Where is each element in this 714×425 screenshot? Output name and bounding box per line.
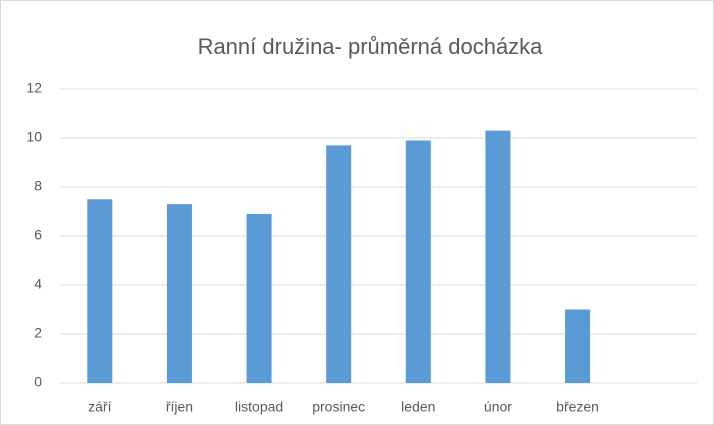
bar — [246, 213, 272, 383]
x-tick-label: říjen — [166, 399, 193, 415]
bar — [166, 204, 192, 383]
x-tick-label: únor — [484, 399, 512, 415]
x-tick-label: září — [88, 399, 111, 415]
y-tick-label: 0 — [34, 374, 42, 390]
bar — [87, 199, 113, 383]
x-tick-label: listopad — [235, 399, 283, 415]
y-tick-label: 2 — [34, 325, 42, 341]
y-tick-label: 6 — [34, 227, 42, 243]
y-tick-label: 10 — [26, 129, 42, 145]
chart-title: Ranní družina- průměrná docházka — [198, 34, 544, 59]
y-tick-label: 12 — [26, 80, 42, 96]
x-tick-label: březen — [556, 399, 599, 415]
y-tick-label: 4 — [34, 276, 42, 292]
y-tick-label: 8 — [34, 178, 42, 194]
bar — [485, 130, 511, 383]
bar — [326, 145, 352, 383]
bar — [565, 309, 591, 383]
x-tick-label: leden — [401, 399, 435, 415]
bar — [405, 140, 431, 383]
x-tick-label: prosinec — [312, 399, 365, 415]
